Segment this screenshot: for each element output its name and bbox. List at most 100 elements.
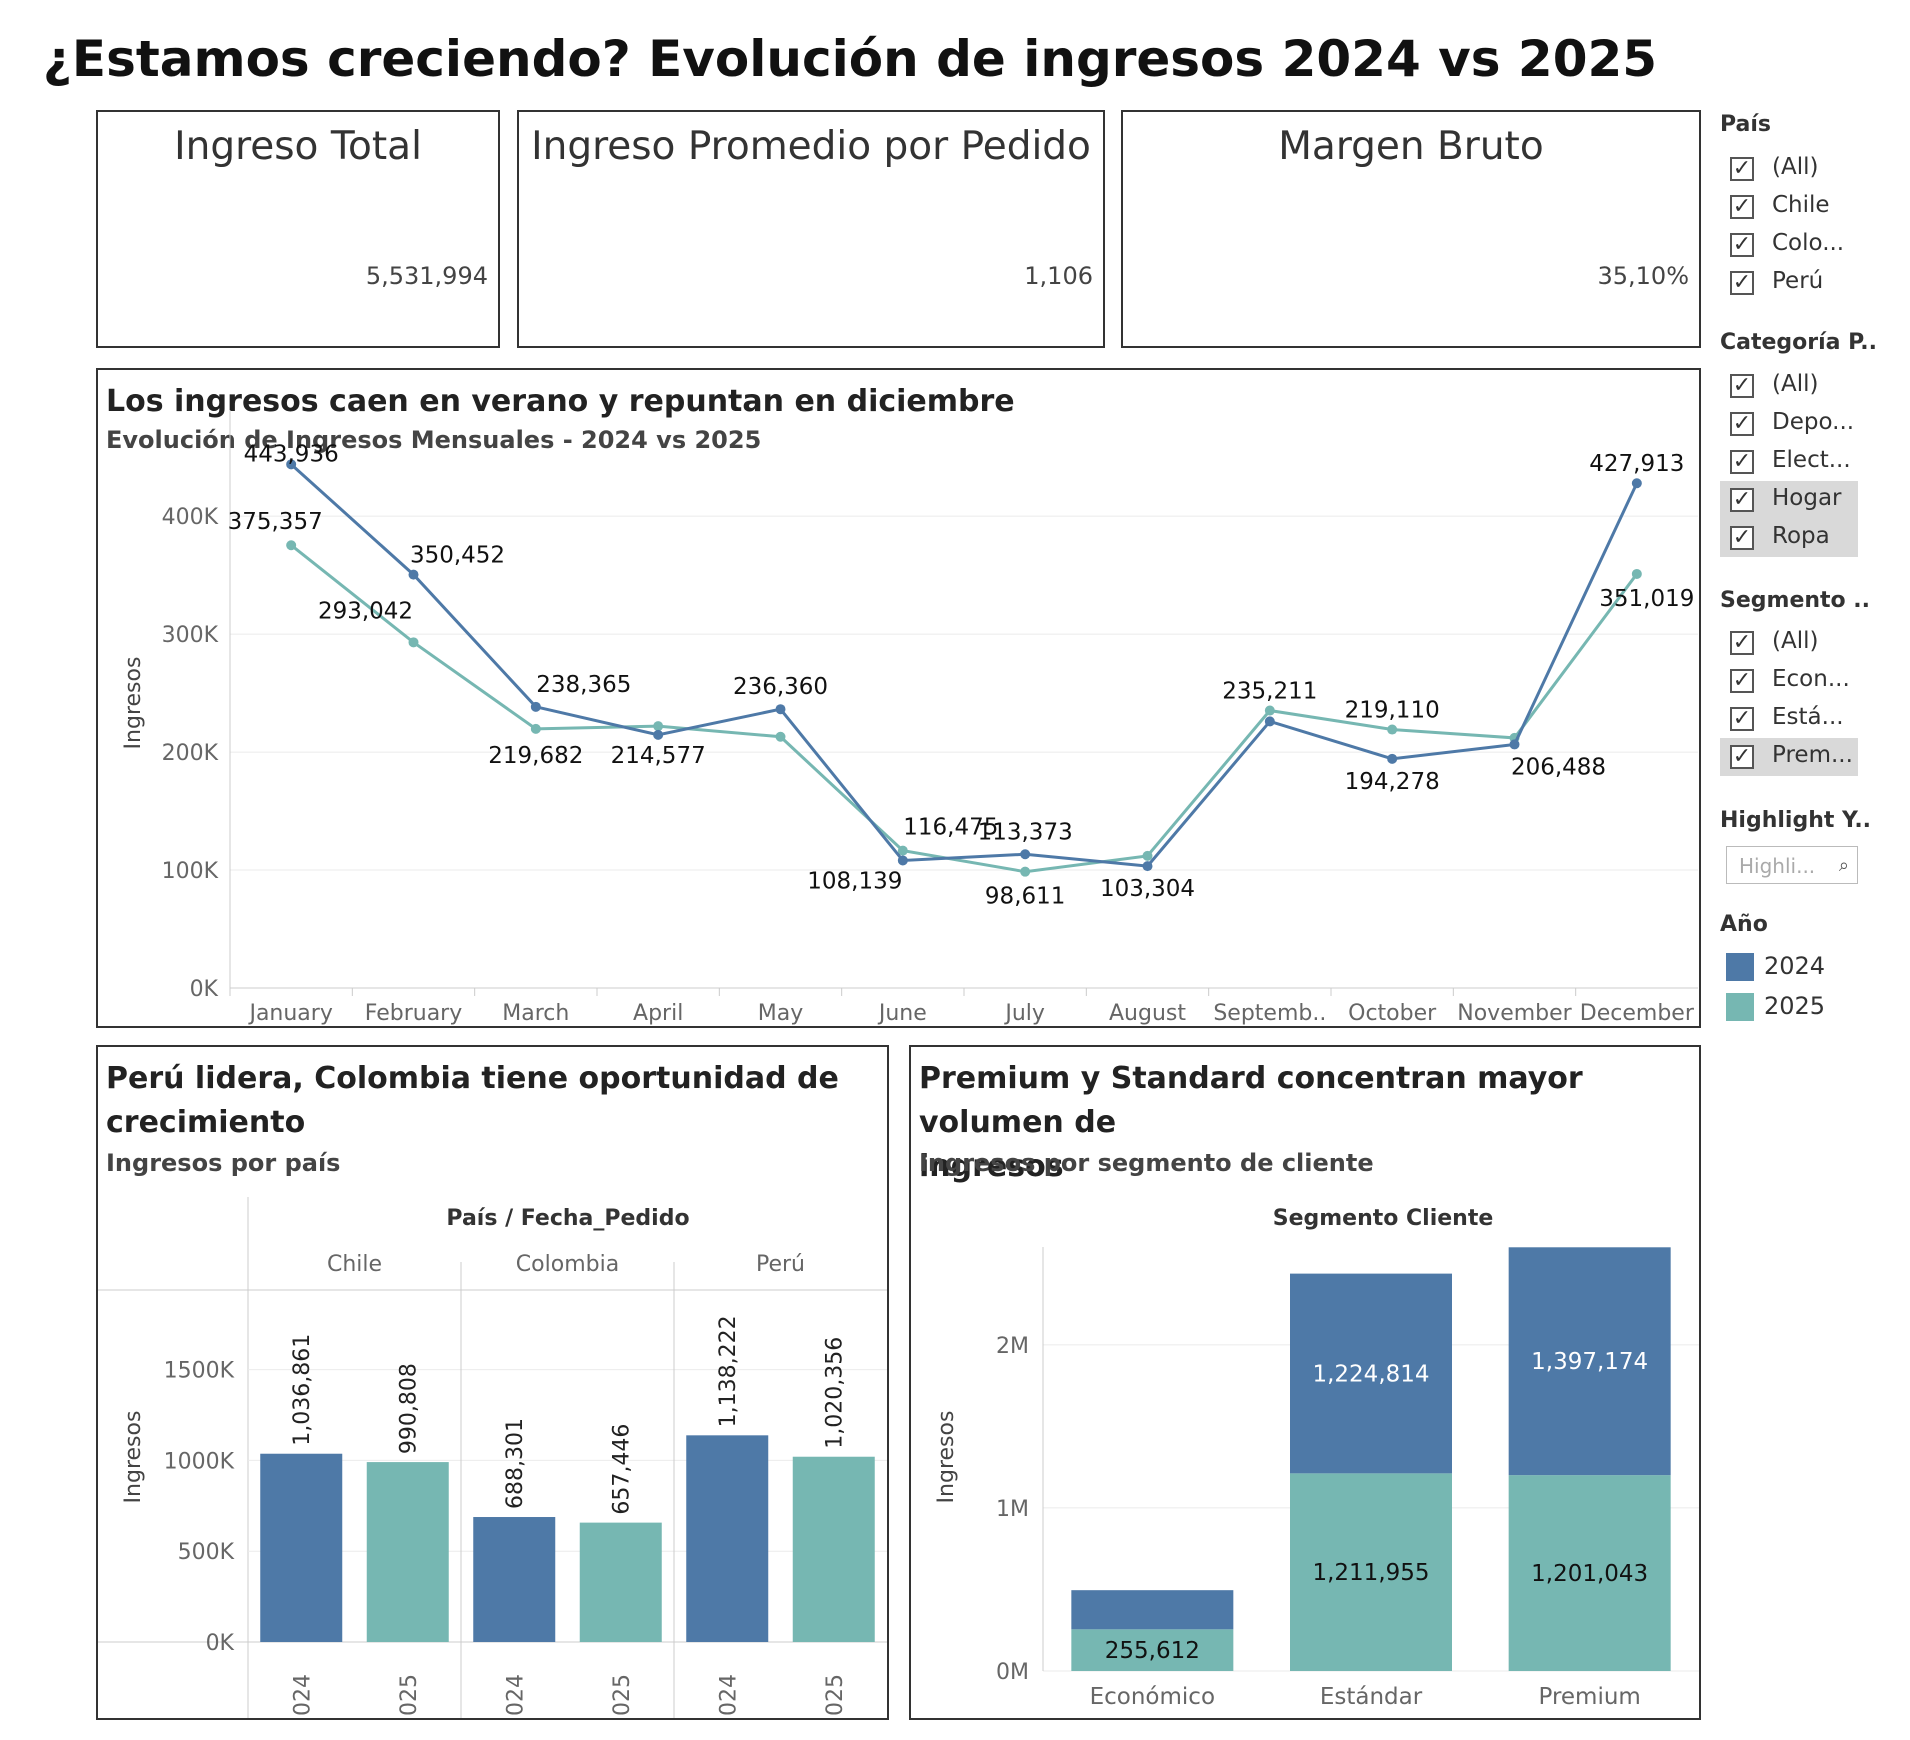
data-point-2025	[530, 723, 541, 734]
x-tick-label: June	[877, 1001, 927, 1026]
y-tick-label: 1M	[996, 1497, 1029, 1522]
x-tick-label: Septemb..	[1213, 1001, 1326, 1026]
x-tick-label: Estándar	[1320, 1684, 1423, 1710]
segment-value-label: 1,224,814	[1312, 1361, 1429, 1387]
filter-categoria-ropa[interactable]: ✓ Ropa	[1720, 519, 1858, 557]
checkbox-checked-icon[interactable]: ✓	[1730, 271, 1754, 295]
filter-categoria-deportes[interactable]: ✓ Depo...	[1720, 405, 1858, 443]
data-label: 236,360	[733, 674, 828, 700]
y-axis-label: Ingresos	[121, 1411, 146, 1504]
monthly-line-chart: 0K 100K 200K 300K 400K January February March Ap…	[121, 410, 1698, 1026]
data-point-2024	[1387, 753, 1398, 764]
data-point-2025	[1020, 866, 1031, 877]
data-label: 113,373	[978, 819, 1073, 845]
filter-pais-peru[interactable]: ✓ Perú	[1720, 264, 1858, 302]
year-tick-label: 2024	[290, 1674, 315, 1718]
highlight-search-input[interactable]: Highli... ⌕	[1726, 846, 1858, 884]
bar-Colombia-2025	[579, 1522, 662, 1642]
data-label: 350,452	[410, 543, 505, 569]
checkbox-checked-icon[interactable]: ✓	[1730, 526, 1754, 550]
bar-Estándar-2025	[1290, 1473, 1452, 1671]
checkbox-checked-icon[interactable]: ✓	[1730, 707, 1754, 731]
filter-segmento-estandar[interactable]: ✓ Está...	[1720, 700, 1858, 738]
y-tick-label: 0M	[996, 1660, 1029, 1685]
checkbox-checked-icon[interactable]: ✓	[1730, 157, 1754, 181]
bar-Estándar-2024	[1290, 1273, 1452, 1474]
x-tick-label: December	[1580, 1001, 1695, 1026]
series-line-2025	[290, 544, 1639, 874]
data-label: 443,936	[244, 441, 339, 467]
checkbox-checked-icon[interactable]: ✓	[1730, 412, 1754, 436]
data-point-2025	[897, 845, 908, 856]
bar-Colombia-2024	[473, 1517, 556, 1642]
filter-pais-all[interactable]: ✓ (All)	[1720, 150, 1858, 188]
bar-Chile-2025	[366, 1462, 449, 1642]
x-tick-label: March	[502, 1001, 569, 1026]
data-point-2025	[1264, 705, 1275, 716]
data-label: 427,913	[1589, 451, 1684, 477]
data-point-2025	[1631, 568, 1642, 579]
bar-Premium-2024	[1508, 1247, 1671, 1476]
legend-item-2024[interactable]: 2024	[1720, 951, 1890, 985]
filter-item-label: Perú	[1772, 268, 1824, 294]
checkbox-checked-icon[interactable]: ✓	[1730, 195, 1754, 219]
filter-pais-colombia[interactable]: ✓ Colo...	[1720, 226, 1858, 264]
data-point-2025	[1142, 850, 1153, 861]
bar-Premium-2025	[1508, 1475, 1671, 1671]
x-tick-label: August	[1109, 1001, 1186, 1026]
checkbox-checked-icon[interactable]: ✓	[1730, 669, 1754, 693]
dashboard-title: ¿Estamos creciendo? Evolución de ingreso…	[42, 30, 1658, 88]
bar-Económico-2024	[1071, 1590, 1234, 1630]
filter-item-label: Está...	[1772, 704, 1844, 730]
data-point-2024	[1264, 716, 1275, 727]
data-label: 293,042	[318, 598, 413, 624]
data-label: 351,019	[1599, 586, 1694, 612]
checkbox-checked-icon[interactable]: ✓	[1730, 631, 1754, 655]
filter-item-label: (All)	[1772, 628, 1819, 654]
filter-pais-chile[interactable]: ✓ Chile	[1720, 188, 1858, 226]
segment-stacked-bar-chart: Segmento Cliente 0M 1M 2M Ingresos 255,612 Eco…	[934, 1206, 1699, 1710]
data-label: 375,357	[228, 509, 323, 535]
checkbox-checked-icon[interactable]: ✓	[1730, 233, 1754, 257]
data-point-2024	[775, 704, 786, 715]
data-point-2024	[1020, 849, 1031, 860]
y-axis-label: Ingresos	[934, 1411, 959, 1504]
data-label: 108,139	[807, 868, 902, 894]
bar-Chile-2024	[260, 1453, 343, 1642]
checkbox-checked-icon[interactable]: ✓	[1730, 374, 1754, 398]
kpi-label: Ingreso Total	[174, 124, 422, 169]
y-tick-label: 2M	[996, 1334, 1029, 1359]
x-tick-label: November	[1457, 1001, 1572, 1026]
panel-title: Los ingresos caen en verano y repuntan e…	[106, 384, 1015, 419]
filter-item-label: (All)	[1772, 371, 1819, 397]
x-tick-label: July	[1003, 1001, 1045, 1026]
checkbox-checked-icon[interactable]: ✓	[1730, 745, 1754, 769]
chart-header: País / Fecha_Pedido	[446, 1206, 689, 1231]
filter-categoria-all[interactable]: ✓ (All)	[1720, 367, 1858, 405]
year-tick-label: 2024	[503, 1674, 528, 1718]
kpi-ingreso-promedio: Ingreso Promedio por Pedido 1,106	[517, 110, 1105, 348]
filter-segmento-title: Segmento ..	[1720, 588, 1871, 613]
filter-categoria-hogar[interactable]: ✓ Hogar	[1720, 481, 1858, 519]
segment-value-label: 1,201,043	[1531, 1561, 1648, 1587]
panel-title-line: Perú lidera, Colombia tiene oportunidad …	[106, 1061, 839, 1096]
y-axis-label: Ingresos	[121, 657, 146, 750]
kpi-value: 1,106	[1024, 262, 1093, 290]
filter-categoria-electronica[interactable]: ✓ Elect...	[1720, 443, 1858, 481]
year-tick-label: 2025	[397, 1674, 422, 1718]
checkbox-checked-icon[interactable]: ✓	[1730, 488, 1754, 512]
legend-item-2025[interactable]: 2025	[1720, 991, 1890, 1025]
kpi-label: Ingreso Promedio por Pedido	[531, 124, 1091, 169]
filter-item-label: Elect...	[1772, 447, 1851, 473]
kpi-margen-bruto: Margen Bruto 35,10%	[1121, 110, 1701, 348]
filter-segmento-all[interactable]: ✓ (All)	[1720, 624, 1858, 662]
monthly-revenue-panel: Los ingresos caen en verano y repuntan e…	[96, 368, 1701, 1028]
legend-swatch-2025	[1726, 993, 1754, 1021]
data-label: 103,304	[1100, 876, 1195, 902]
bar-value-label: 1,036,861	[290, 1334, 315, 1446]
filter-segmento-premium[interactable]: ✓ Prem...	[1720, 738, 1858, 776]
data-label: 214,577	[611, 743, 706, 769]
checkbox-checked-icon[interactable]: ✓	[1730, 450, 1754, 474]
filter-segmento-economico[interactable]: ✓ Econ...	[1720, 662, 1858, 700]
panel-title: Perú lidera, Colombia tiene oportunidad …	[106, 1057, 839, 1145]
